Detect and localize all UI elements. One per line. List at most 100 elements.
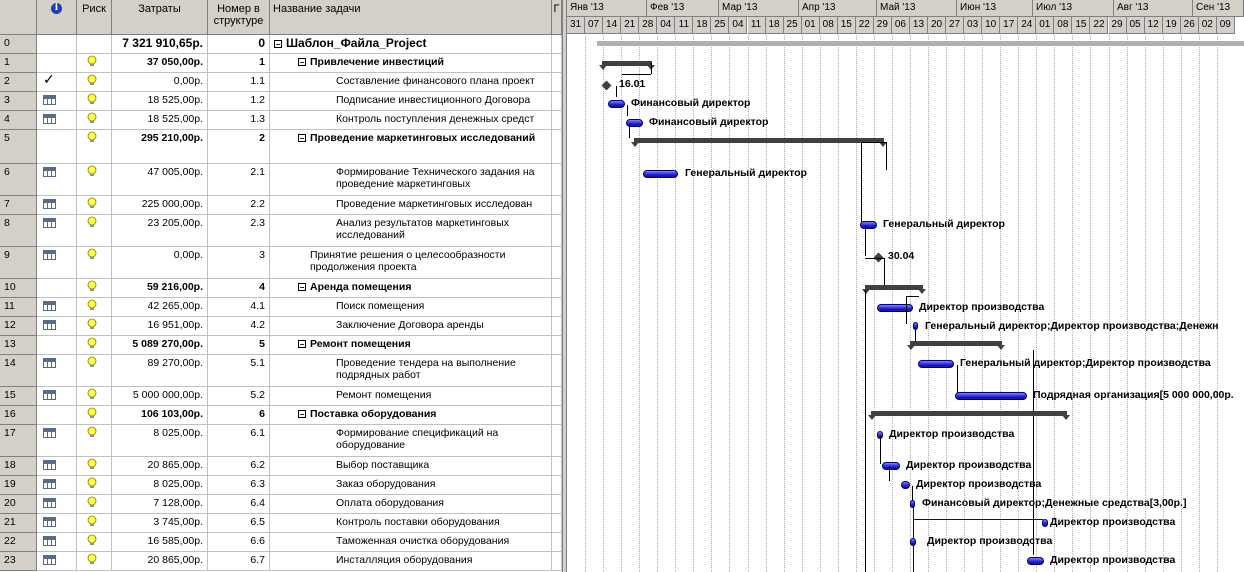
task-bar[interactable]: [918, 360, 954, 368]
task-name-cell[interactable]: Проведение тендера на выполнение подрядн…: [270, 355, 552, 387]
table-row[interactable]: 8 23 205,00р. 2.3 Анализ результатов маркет…: [0, 215, 562, 247]
task-name-cell[interactable]: Подписание инвестиционного Договора: [270, 92, 552, 111]
resource-label[interactable]: Директор производства: [919, 301, 1045, 313]
collapse-toggle[interactable]: −: [298, 134, 306, 144]
resource-label[interactable]: Генеральный директор;Директор производст…: [960, 357, 1211, 369]
table-row[interactable]: 3 18 525,00р. 1.2 Подписание инвестиционног…: [0, 92, 562, 111]
table-row[interactable]: 19 8 025,00р. 6.3 Заказ оборудования: [0, 476, 562, 495]
resource-label[interactable]: Финансовый директор;Денежные средства[3,…: [922, 497, 1187, 509]
task-name-cell[interactable]: Формирование Технического задания на про…: [270, 164, 552, 196]
table-row[interactable]: 1 37 050,00р. 1− Привлечение инвестиций: [0, 54, 562, 73]
task-name-cell[interactable]: − Проведение маркетинговых исследований: [270, 130, 552, 164]
resource-label[interactable]: Финансовый директор: [649, 116, 769, 128]
task-name-cell[interactable]: − Поставка оборудования: [270, 406, 552, 425]
task-name-cell[interactable]: − Привлечение инвестиций: [270, 54, 552, 73]
resource-label[interactable]: Директор производства: [889, 428, 1015, 440]
table-row[interactable]: 18 20 865,00р. 6.2 Выбор поставщика: [0, 457, 562, 476]
task-name-cell[interactable]: Контроль поставки оборудования: [270, 514, 552, 533]
collapse-toggle[interactable]: −: [274, 39, 282, 49]
table-row[interactable]: 5 295 210,00р. 2− Проведение маркетинговых …: [0, 130, 562, 164]
task-bar[interactable]: [626, 119, 643, 127]
collapse-toggle[interactable]: −: [298, 283, 306, 293]
task-bar[interactable]: [901, 481, 910, 489]
summary-bar[interactable]: [634, 138, 884, 143]
table-row[interactable]: 23 20 865,00р. 6.7 Инсталляция оборудования: [0, 552, 562, 571]
collapse-toggle[interactable]: −: [298, 340, 306, 350]
task-bar[interactable]: [910, 538, 916, 546]
column-header-risk[interactable]: Риск: [77, 0, 112, 35]
task-bar[interactable]: [643, 170, 678, 178]
table-row[interactable]: 21 3 745,00р. 6.5 Контроль поставки оборудо…: [0, 514, 562, 533]
task-bar[interactable]: [882, 462, 900, 470]
resource-label[interactable]: Директор производства: [1050, 554, 1176, 566]
column-header-cost[interactable]: Затраты: [112, 0, 208, 35]
summary-bar[interactable]: [602, 61, 652, 66]
resource-label[interactable]: 16.01: [619, 78, 646, 90]
extra-cell: [552, 279, 562, 298]
resource-label[interactable]: Генеральный директор: [883, 218, 1005, 230]
task-name-cell[interactable]: Составление финансового плана проект: [270, 73, 552, 92]
collapse-toggle[interactable]: −: [298, 58, 306, 68]
task-name-cell[interactable]: Инсталляция оборудования: [270, 552, 552, 571]
table-row[interactable]: 10 59 216,00р. 4− Аренда помещения: [0, 279, 562, 298]
table-row[interactable]: 9 0,00р. 3 Принятие решения о целесообразно…: [0, 247, 562, 279]
column-header-extra[interactable]: Г: [552, 0, 562, 35]
resource-label[interactable]: 30.04: [888, 250, 915, 262]
resource-label[interactable]: Директор производства: [906, 459, 1032, 471]
task-bar[interactable]: [1042, 519, 1048, 527]
table-row[interactable]: 16 106 103,00р. 6− Поставка оборудования: [0, 406, 562, 425]
task-name-cell[interactable]: Контроль поступления денежных средст: [270, 111, 552, 130]
task-bar[interactable]: [608, 100, 625, 108]
table-row[interactable]: 13 5 089 270,00р. 5− Ремонт помещения: [0, 336, 562, 355]
task-bar[interactable]: [860, 221, 877, 229]
table-row[interactable]: 6 47 005,00р. 2.1 Формирование Технического…: [0, 164, 562, 196]
resource-label[interactable]: Финансовый директор: [631, 97, 751, 109]
task-bar[interactable]: [955, 392, 1027, 400]
task-name-cell[interactable]: Оплата оборудования: [270, 495, 552, 514]
task-name-cell[interactable]: Анализ результатов маркетинговых исследо…: [270, 215, 552, 247]
table-row[interactable]: 15 5 000 000,00р. 5.2 Ремонт помещения: [0, 387, 562, 406]
summary-bar[interactable]: [910, 341, 1002, 346]
task-name-cell[interactable]: Заключение Договора аренды: [270, 317, 552, 336]
task-name-cell[interactable]: − Ремонт помещения: [270, 336, 552, 355]
resource-label[interactable]: Директор производства: [927, 535, 1053, 547]
table-row[interactable]: 17 8 025,00р. 6.1 Формирование спецификаций…: [0, 425, 562, 457]
task-name-cell[interactable]: Формирование спецификаций на оборудовани…: [270, 425, 552, 457]
column-header-id[interactable]: [0, 0, 37, 35]
task-name-cell[interactable]: Заказ оборудования: [270, 476, 552, 495]
table-row[interactable]: 4 18 525,00р. 1.3 Контроль поступления дене…: [0, 111, 562, 130]
indicator-cell: [37, 406, 77, 425]
table-row[interactable]: 2 ✓ 0,00р. 1.1 Составление финансового плана…: [0, 73, 562, 92]
resource-label[interactable]: Генеральный директор: [685, 167, 807, 179]
summary-bar[interactable]: [871, 411, 1067, 416]
table-row[interactable]: 12 16 951,00р. 4.2 Заключение Договора арен…: [0, 317, 562, 336]
view-splitter[interactable]: [562, 0, 567, 572]
task-name-cell[interactable]: Проведение маркетинговых исследован: [270, 196, 552, 215]
table-row[interactable]: 7 225 000,00р. 2.2 Проведение маркетинговых…: [0, 196, 562, 215]
task-name-cell[interactable]: Принятие решения о целесообразности прод…: [270, 247, 552, 279]
column-header-task-name[interactable]: Название задачи: [270, 0, 552, 35]
resource-label[interactable]: Генеральный директор;Директор производст…: [925, 320, 1219, 332]
task-name-cell[interactable]: Таможенная очистка оборудования: [270, 533, 552, 552]
task-bar[interactable]: [910, 500, 915, 508]
task-name-cell[interactable]: Ремонт помещения: [270, 387, 552, 406]
task-bar[interactable]: [1027, 557, 1044, 565]
resource-label[interactable]: Подрядная организация[5 000 000,00р.: [1033, 389, 1234, 401]
collapse-toggle[interactable]: −: [298, 410, 306, 420]
table-row[interactable]: 11 42 265,00р. 4.1 Поиск помещения: [0, 298, 562, 317]
task-name-cell[interactable]: Выбор поставщика: [270, 457, 552, 476]
resource-label[interactable]: Директор производства: [916, 478, 1042, 490]
table-row[interactable]: 14 89 270,00р. 5.1 Проведение тендера на вы…: [0, 355, 562, 387]
summary-bar[interactable]: [865, 285, 923, 290]
task-name-cell[interactable]: − Аренда помещения: [270, 279, 552, 298]
resource-label[interactable]: Директор производства: [1050, 516, 1176, 528]
column-header-indicators[interactable]: i: [37, 0, 77, 35]
project-summary-bar[interactable]: [597, 41, 1244, 46]
column-header-wbs[interactable]: Номер в структуре: [208, 0, 270, 35]
task-name-cell[interactable]: − Шаблон_Файла_Project: [270, 35, 552, 54]
task-bar[interactable]: [877, 304, 913, 312]
table-row[interactable]: 20 7 128,00р. 6.4 Оплата оборудования: [0, 495, 562, 514]
task-name-cell[interactable]: Поиск помещения: [270, 298, 552, 317]
table-row[interactable]: 22 16 585,00р. 6.6 Таможенная очистка обору…: [0, 533, 562, 552]
